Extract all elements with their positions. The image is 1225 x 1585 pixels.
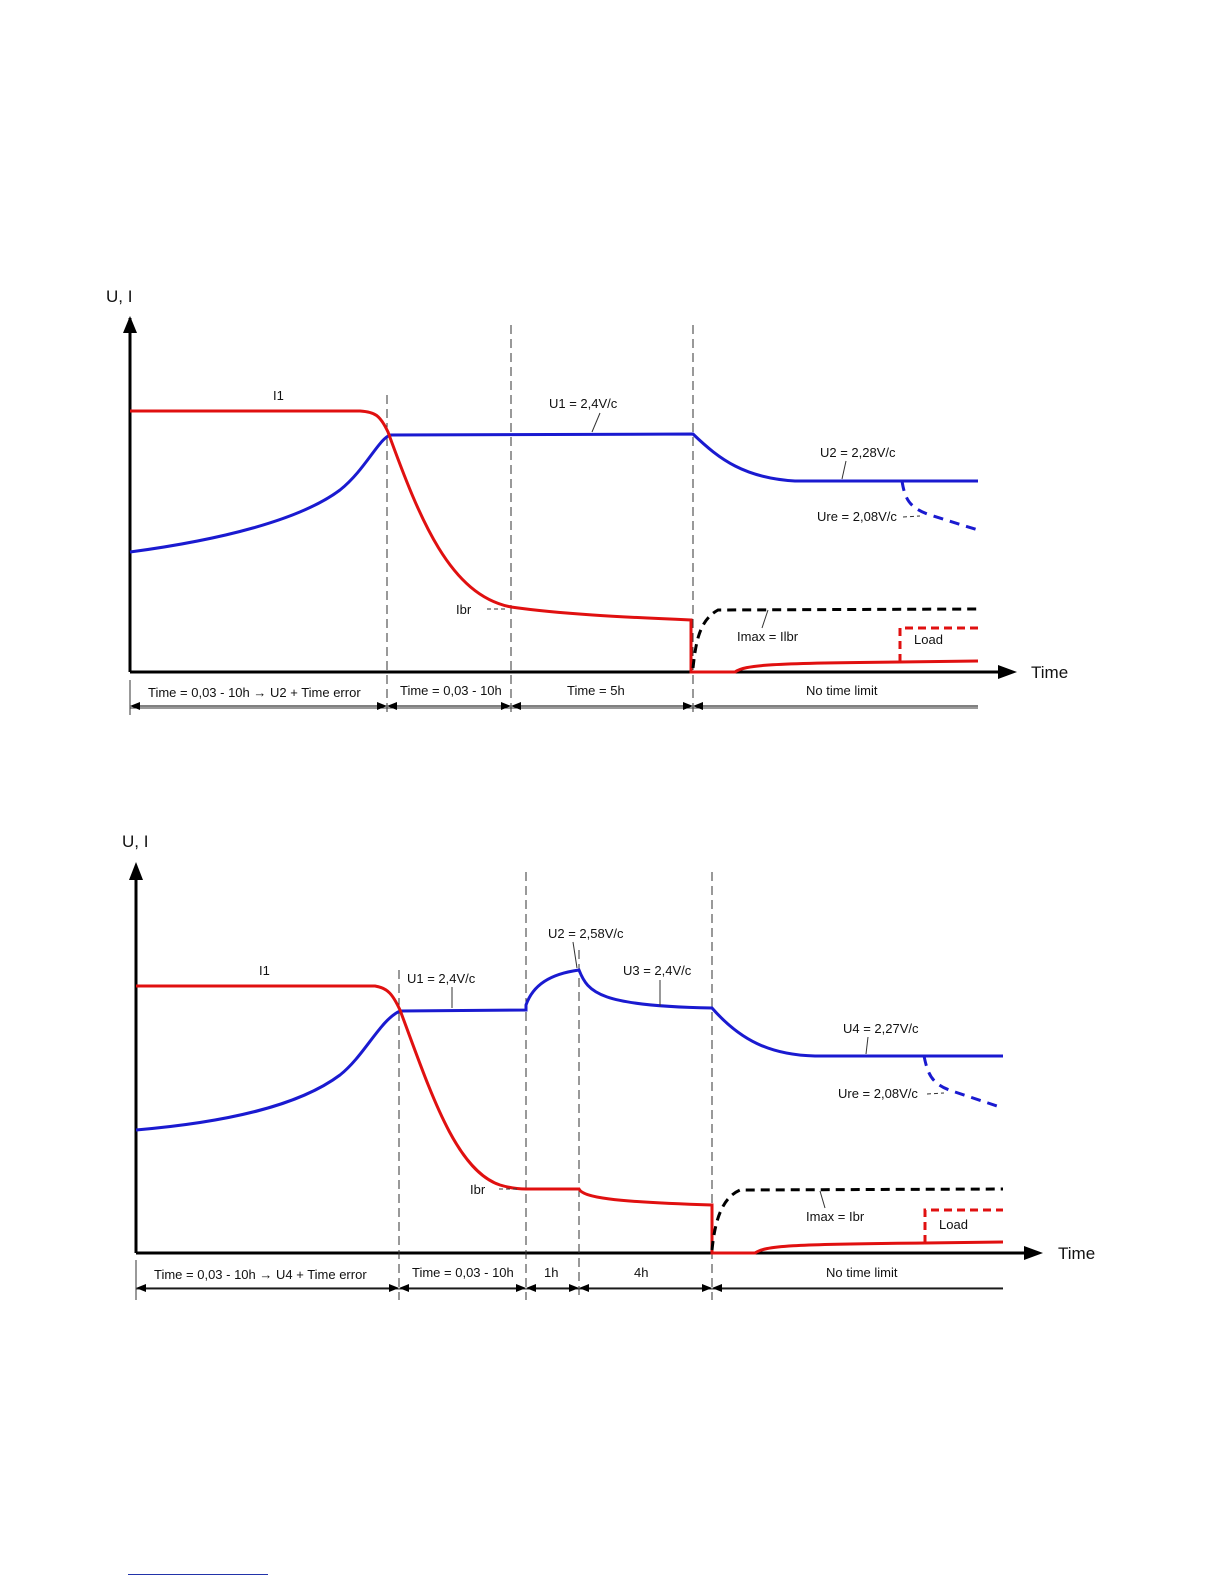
load-step-dashed — [898, 626, 978, 662]
label-imax: Imax = Ibr — [806, 1209, 865, 1224]
label-u4: U4 = 2,27V/c — [843, 1021, 919, 1036]
y-axis-arrowhead — [129, 862, 143, 880]
phase-1-label: Time = 0,03 - 10h → U4 + Time error — [154, 1267, 367, 1282]
voltage-recovery-dashed — [922, 1055, 1004, 1110]
label-ure: Ure = 2,08V/c — [817, 509, 897, 524]
label-ibr: Ibr — [470, 1182, 486, 1197]
label-i1: I1 — [273, 388, 284, 403]
x-axis-label: Time — [1058, 1244, 1095, 1263]
label-u1: U1 = 2,4V/c — [407, 971, 476, 986]
label-load: Load — [914, 632, 943, 647]
diagram-1: U, I Time I1 U1 = 2,4V/c U2 = 2,28V/c Ur… — [106, 287, 1068, 715]
label-load: Load — [939, 1217, 968, 1232]
y-axis-label: U, I — [106, 287, 132, 306]
leader-line — [841, 460, 847, 480]
leader-line — [572, 941, 578, 969]
label-ure: Ure = 2,08V/c — [838, 1086, 918, 1101]
phase-2-label: Time = 0,03 - 10h — [412, 1265, 514, 1280]
x-axis-label: Time — [1031, 663, 1068, 682]
phase-4-label: No time limit — [806, 683, 878, 698]
label-u1: U1 = 2,4V/c — [549, 396, 618, 411]
phase-4-label: 4h — [634, 1265, 648, 1280]
leader-line — [591, 412, 601, 433]
label-i1: I1 — [259, 963, 270, 978]
leader-line — [865, 1036, 869, 1055]
leader-line — [902, 515, 921, 518]
imax-limit-dashed — [691, 607, 979, 669]
leader-line — [819, 1190, 826, 1209]
diagram-2: U, I Time I1 U1 = 2,4V/c U2 = 2,58V/c U3… — [122, 832, 1095, 1300]
current-curve — [130, 409, 979, 674]
label-u2: U2 = 2,58V/c — [548, 926, 624, 941]
x-axis-arrowhead — [1024, 1246, 1043, 1260]
y-axis-arrowhead — [123, 316, 137, 333]
x-axis-arrowhead — [998, 665, 1017, 679]
leader-line — [761, 609, 769, 629]
phase-3-label: 1h — [544, 1265, 558, 1280]
phase-2-label: Time = 0,03 - 10h — [400, 683, 502, 698]
y-axis-label: U, I — [122, 832, 148, 851]
load-step-dashed — [923, 1208, 1003, 1243]
phase-1-label: Time = 0,03 - 10h → U2 + Time error — [148, 685, 361, 700]
label-u2: U2 = 2,28V/c — [820, 445, 896, 460]
voltage-curve — [129, 432, 978, 554]
phase-3-label: Time = 5h — [567, 683, 625, 698]
voltage-recovery-dashed — [900, 480, 979, 532]
voltage-curve — [135, 968, 1003, 1132]
label-imax: Imax = Ilbr — [737, 629, 799, 644]
label-u3: U3 = 2,4V/c — [623, 963, 692, 978]
current-curve — [136, 984, 1004, 1255]
label-ibr: Ibr — [456, 602, 472, 617]
phase-5-label: No time limit — [826, 1265, 898, 1280]
footnote-separator — [128, 1574, 268, 1575]
leader-line — [926, 1092, 945, 1095]
